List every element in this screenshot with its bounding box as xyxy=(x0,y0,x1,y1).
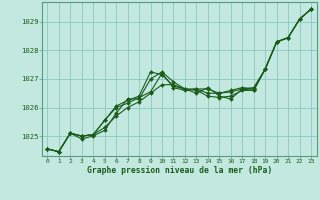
X-axis label: Graphe pression niveau de la mer (hPa): Graphe pression niveau de la mer (hPa) xyxy=(87,166,272,175)
